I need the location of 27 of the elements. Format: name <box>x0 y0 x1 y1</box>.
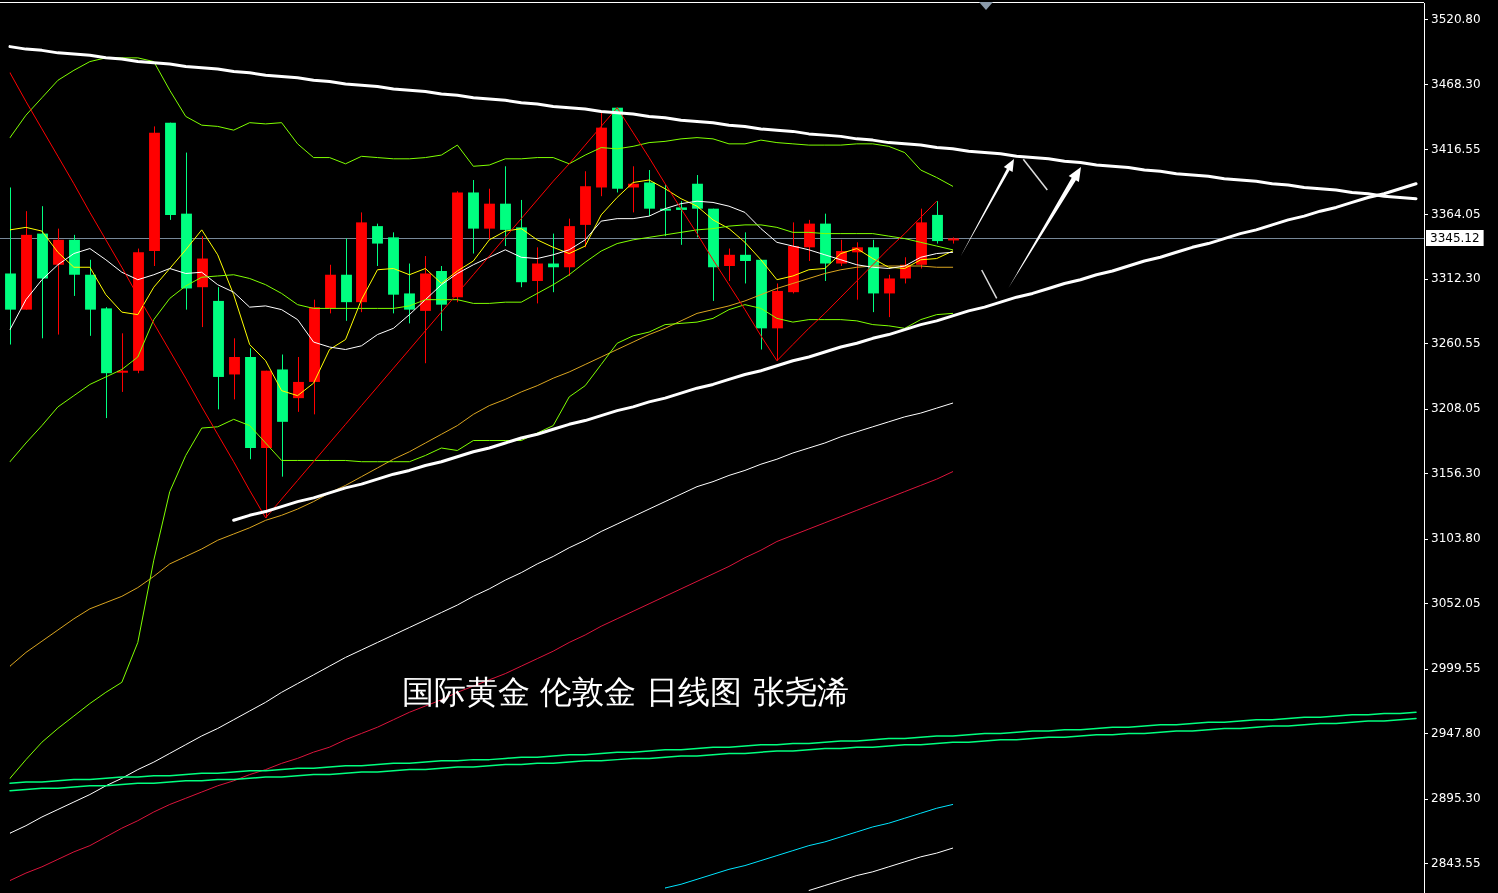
y-tick-label: 2999.55 <box>1431 661 1481 676</box>
candlestick <box>676 200 687 246</box>
y-tick-label: 3364.05 <box>1431 206 1481 221</box>
candlestick <box>804 219 815 262</box>
y-tick-label: 3260.55 <box>1431 335 1481 350</box>
candlestick <box>229 337 240 400</box>
candlestick <box>884 274 895 318</box>
y-tick-label: 3103.80 <box>1431 531 1481 546</box>
candlestick <box>740 231 751 284</box>
y-tick-label: 3052.05 <box>1431 595 1481 610</box>
y-tick-label: 3156.30 <box>1431 465 1481 480</box>
y-tick-label: 3416.55 <box>1431 141 1481 156</box>
y-tick-label: 3468.30 <box>1431 77 1481 92</box>
y-tick-label: 2895.30 <box>1431 791 1481 806</box>
y-tick-label: 2843.55 <box>1431 855 1481 870</box>
candlestick <box>404 263 415 324</box>
ref-line-label: 3345.12 <box>1430 230 1480 245</box>
candlestick <box>293 356 304 413</box>
y-tick-label: 2947.80 <box>1431 725 1481 740</box>
y-tick-label: 3208.05 <box>1431 401 1481 416</box>
candlestick <box>724 248 735 282</box>
y-tick-label: 3520.80 <box>1431 11 1481 26</box>
candlestick <box>117 332 128 393</box>
y-tick-label: 3312.30 <box>1431 271 1481 286</box>
text: 国际黄金 伦敦金 日线图 张尧浠 <box>402 673 849 711</box>
candlestick <box>372 223 383 267</box>
candlestick <box>532 246 543 304</box>
